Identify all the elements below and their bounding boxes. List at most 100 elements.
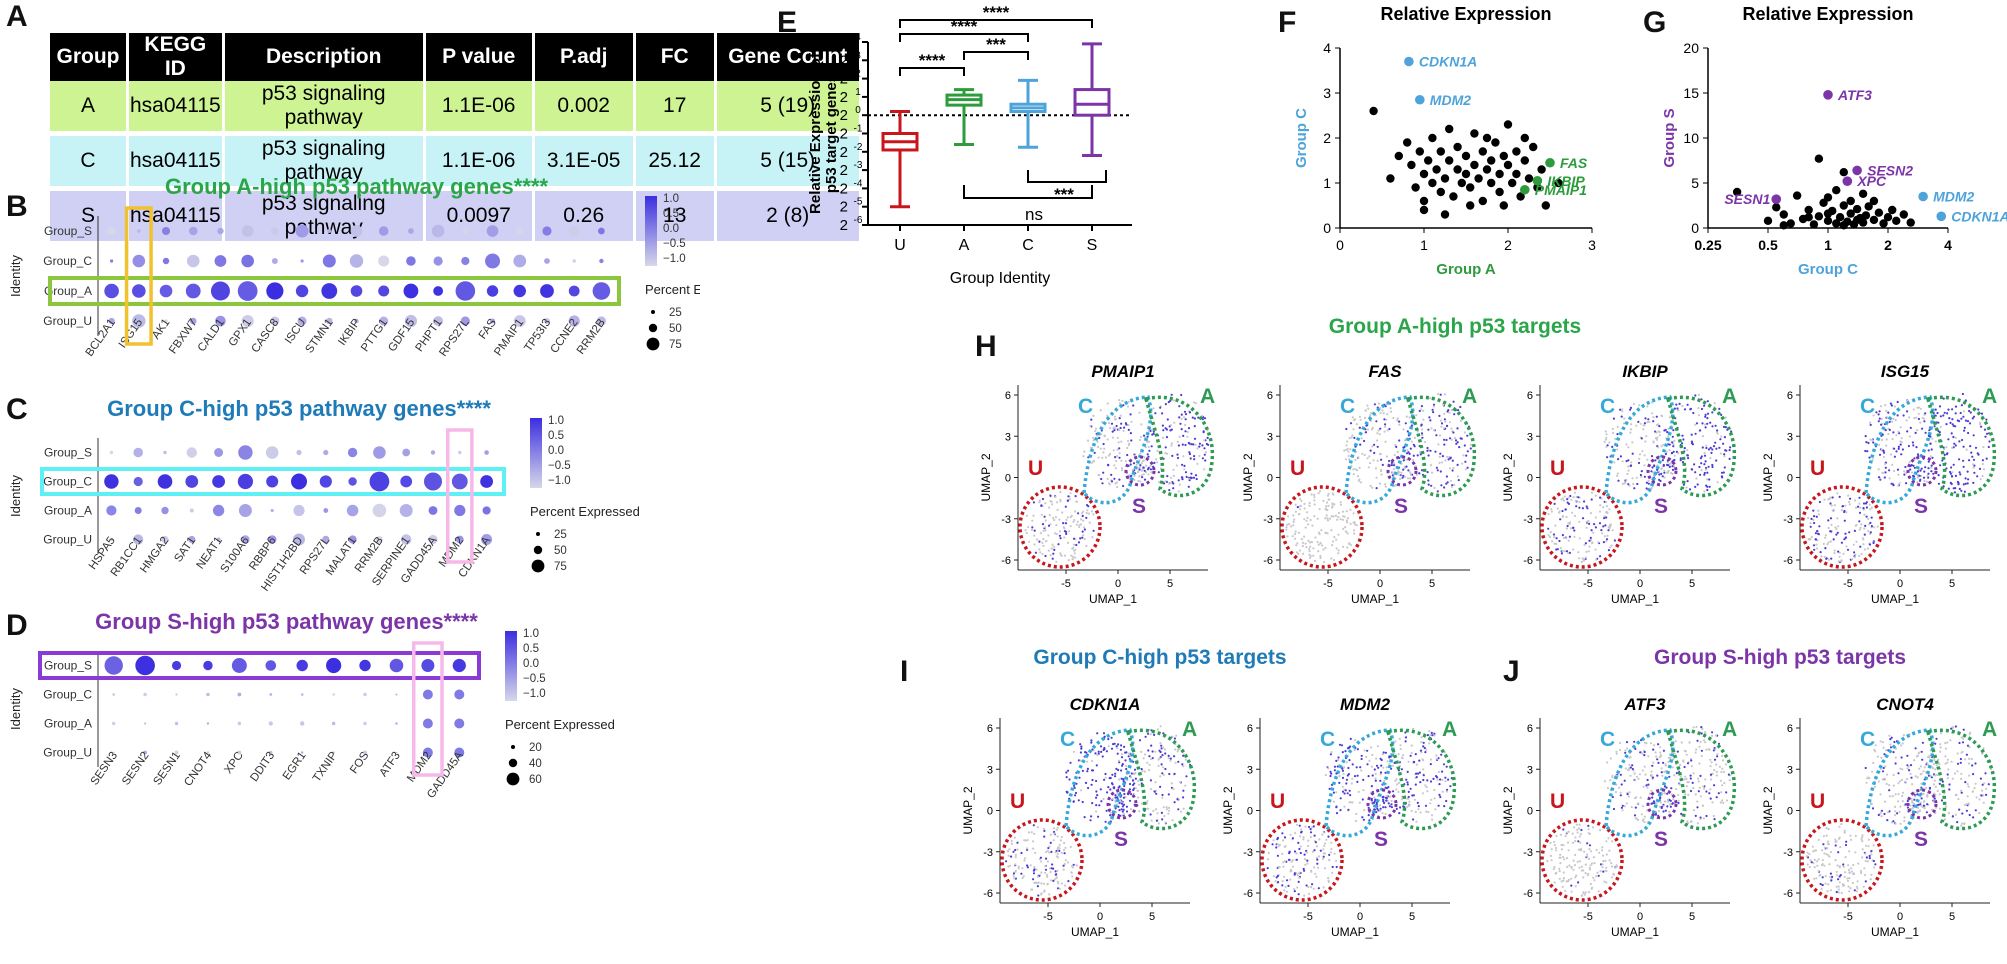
cell-dot xyxy=(1877,813,1880,817)
cell-dot xyxy=(1553,840,1556,844)
dot-xpc xyxy=(237,750,242,755)
cluster-label-u: U xyxy=(1810,457,1825,480)
cell-dot xyxy=(1118,801,1121,805)
cell-dot xyxy=(1897,430,1900,433)
cell-dot xyxy=(1833,549,1836,552)
cell-dot xyxy=(1729,446,1732,449)
cell-dot xyxy=(1152,809,1155,812)
cell-dot xyxy=(1056,887,1060,890)
cell-dot xyxy=(1659,801,1662,804)
cell-dot xyxy=(1395,807,1398,810)
cell-dot xyxy=(1379,779,1382,782)
x-tick-label: 2 xyxy=(1504,237,1512,253)
cell-dot xyxy=(1844,843,1848,847)
dot-mdm2 xyxy=(421,659,435,672)
cell-dot xyxy=(1281,852,1284,855)
cell-dot xyxy=(1185,475,1188,478)
cell-dot xyxy=(1149,733,1152,736)
cluster-outline-u xyxy=(1260,818,1344,902)
dot-ccne2 xyxy=(572,259,576,263)
dotplot-title: Group C-high p53 pathway genes**** xyxy=(107,396,491,421)
cell-dot xyxy=(1562,855,1565,859)
cell-dot xyxy=(1353,436,1356,439)
cell-dot xyxy=(1822,835,1825,838)
cell-dot xyxy=(1944,742,1947,745)
cell-dot xyxy=(1140,462,1143,465)
cell-dot xyxy=(1725,791,1728,794)
cell-dot xyxy=(1645,481,1648,484)
cell-dot xyxy=(1960,417,1963,420)
cell-dot xyxy=(1053,545,1056,548)
cell-dot xyxy=(1115,767,1118,770)
cell-dot xyxy=(1376,445,1379,448)
cell-dot xyxy=(1155,808,1158,811)
cell-dot xyxy=(1366,763,1369,766)
cell-dot xyxy=(1943,411,1946,414)
cell-dot xyxy=(1817,858,1820,861)
cell-dot xyxy=(1838,825,1841,828)
cell-dot xyxy=(1888,420,1891,423)
cell-dot xyxy=(1667,469,1670,472)
cell-dot xyxy=(1380,473,1383,476)
cell-dot xyxy=(1370,797,1373,800)
cell-dot xyxy=(1431,471,1434,474)
cell-dot xyxy=(1656,758,1659,761)
cell-dot xyxy=(1361,798,1364,801)
cell-dot xyxy=(1702,817,1705,820)
cell-dot xyxy=(1905,482,1908,485)
cell-dot xyxy=(1699,774,1702,777)
cell-dot xyxy=(1143,469,1146,472)
cell-dot xyxy=(1125,751,1128,754)
cell-dot xyxy=(1041,541,1044,544)
y-tick-exponent: -6 xyxy=(854,215,863,226)
cell-dot xyxy=(1466,466,1469,469)
cell-dot xyxy=(1427,454,1430,457)
cell-dot xyxy=(1569,494,1572,498)
cell-dot xyxy=(1629,431,1632,434)
cell-dot xyxy=(1963,426,1966,429)
cell-dot xyxy=(1899,805,1902,808)
cell-dot xyxy=(1965,803,1968,806)
cell-dot xyxy=(1091,759,1094,763)
cell-dot xyxy=(1589,536,1592,539)
cell-dot xyxy=(1640,470,1643,473)
cell-dot xyxy=(1605,840,1608,843)
cell-dot xyxy=(1621,408,1624,411)
cell-dot xyxy=(1399,744,1402,747)
cell-dot xyxy=(1629,756,1632,759)
cell-dot xyxy=(1355,766,1358,769)
cell-dot xyxy=(1848,850,1851,853)
cell-dot xyxy=(1055,524,1058,527)
cell-dot xyxy=(1865,515,1868,518)
cell-dot xyxy=(1378,433,1381,436)
cell-dot xyxy=(1603,515,1606,518)
cell-dot xyxy=(1885,749,1888,752)
cell-dot xyxy=(1331,871,1334,874)
cell-dot xyxy=(1367,466,1370,469)
dot-gadd45a xyxy=(454,747,465,758)
color-scale-label: 1.0 xyxy=(663,193,679,205)
cell-dot xyxy=(1857,862,1860,865)
cell-dot xyxy=(1672,445,1675,448)
cell-dot xyxy=(1869,438,1872,441)
cell-dot xyxy=(1038,501,1041,504)
dot-cnot4 xyxy=(206,722,210,725)
cell-dot xyxy=(1332,791,1335,794)
cell-dot xyxy=(1326,494,1330,497)
cell-dot xyxy=(1142,757,1145,760)
cell-dot xyxy=(1943,818,1947,821)
cell-dot xyxy=(1669,805,1672,808)
cell-dot xyxy=(1594,516,1597,519)
scatter-point xyxy=(1403,138,1412,147)
cell-dot xyxy=(1078,776,1081,779)
cell-dot xyxy=(1012,850,1015,853)
cell-dot xyxy=(1083,528,1086,531)
dot-ak1 xyxy=(162,227,171,235)
cell-dot xyxy=(1559,518,1562,521)
cell-dot xyxy=(1363,809,1366,812)
cell-dot xyxy=(1045,850,1048,854)
cell-dot xyxy=(1956,480,1959,484)
y-tick-label: 5 xyxy=(1691,175,1699,191)
cell-dot xyxy=(1930,466,1933,469)
x-tick-label: 0.25 xyxy=(1694,237,1721,253)
